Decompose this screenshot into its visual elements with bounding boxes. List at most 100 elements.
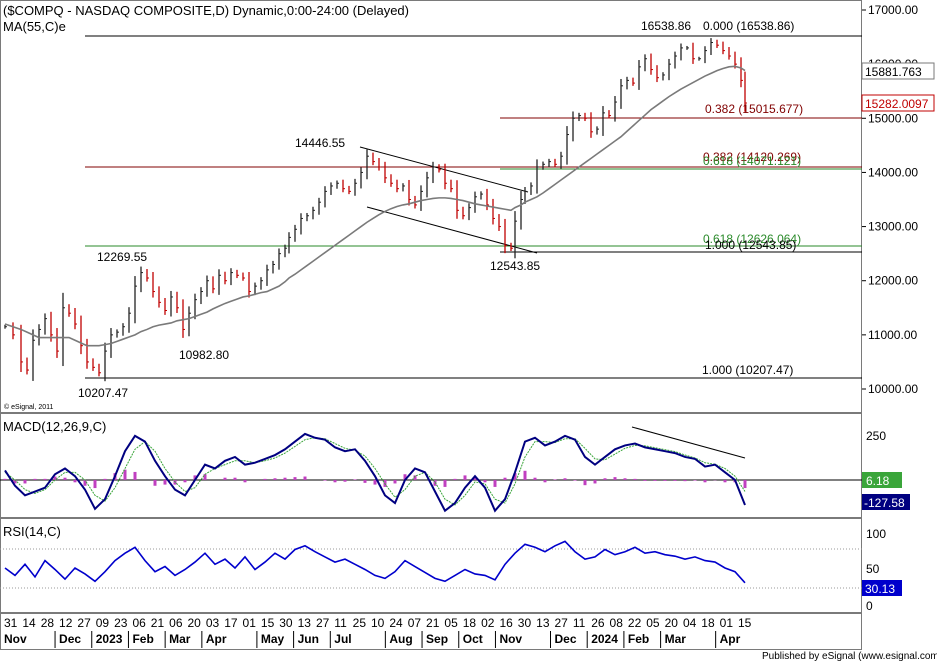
month-label: 2023 xyxy=(96,632,123,646)
date-tick-label: 07 xyxy=(408,616,422,630)
ma-value-box xyxy=(861,62,935,80)
last-price-box xyxy=(861,94,935,112)
date-tick-label: 24 xyxy=(389,616,403,630)
macd-histogram xyxy=(3,469,747,489)
macd-value-label: 6.18 xyxy=(866,474,890,488)
month-label: Mar xyxy=(169,632,191,646)
price-bars xyxy=(4,38,747,382)
date-axis-frame xyxy=(0,613,862,650)
date-tick-label: 21 xyxy=(426,616,440,630)
rsi-panel-frame xyxy=(0,518,862,613)
date-tick-label: 15 xyxy=(738,616,752,630)
ma55-line xyxy=(4,65,746,347)
rsi-title: RSI(14,C) xyxy=(3,524,61,539)
fib-top-label: 0.000 (16538.86) xyxy=(703,19,794,33)
price-tick-label: 13000.00 xyxy=(868,220,918,234)
date-tick-label: 12 xyxy=(59,616,73,630)
date-tick-label: 16 xyxy=(499,616,513,630)
month-label: Feb xyxy=(628,632,649,646)
date-tick-label: 13 xyxy=(536,616,550,630)
date-tick-label: 20 xyxy=(665,616,679,630)
low-12543-label: 12543.85 xyxy=(490,259,540,273)
price-tick-label: 12000.00 xyxy=(868,274,918,288)
channel-lower-line xyxy=(366,206,538,254)
month-label: Aug xyxy=(389,632,412,646)
month-label: Nov xyxy=(499,632,522,646)
date-tick-label: 17 xyxy=(224,616,238,630)
month-label: Jun xyxy=(298,632,319,646)
last-price-label: 15282.0097 xyxy=(865,97,929,111)
month-label: May xyxy=(261,632,285,646)
month-label: Dec xyxy=(555,632,577,646)
date-tick-label: 09 xyxy=(96,616,110,630)
footer-credit: Published by eSignal (www.esignal.com) xyxy=(762,651,937,662)
macd-signal-line xyxy=(4,437,746,506)
month-label: Sep xyxy=(426,632,448,646)
date-tick-label: 03 xyxy=(206,616,220,630)
rsi-tick-100: 100 xyxy=(866,527,886,541)
macd-title: MACD(12,26,9,C) xyxy=(3,419,106,434)
rsi-last-label: 30.13 xyxy=(865,582,895,596)
date-tick-label: 01 xyxy=(720,616,734,630)
date-tick-label: 02 xyxy=(481,616,495,630)
macd-tick-250: 250 xyxy=(866,429,886,443)
month-label: Apr xyxy=(720,632,741,646)
macd-panel-frame xyxy=(0,413,862,518)
low-10982-label: 10982.80 xyxy=(179,348,229,362)
macd-last-label: -127.58 xyxy=(864,496,905,510)
date-tick-label: 14 xyxy=(22,616,36,630)
date-tick-label: 30 xyxy=(518,616,532,630)
fib-382-mid-label: 0.382 (14120.269) xyxy=(703,150,801,164)
rsi-tick-0: 0 xyxy=(866,599,873,613)
price-tick-label: 14000.00 xyxy=(868,165,918,179)
month-label: Mar xyxy=(665,632,687,646)
month-label: Oct xyxy=(463,632,483,646)
date-tick-label: 27 xyxy=(316,616,330,630)
date-tick-label: 11 xyxy=(334,616,347,630)
date-tick-label: 04 xyxy=(683,616,697,630)
rsi-last-box xyxy=(862,580,902,596)
price-tick-label: 11000.00 xyxy=(868,328,917,342)
date-tick-label: 01 xyxy=(243,616,257,630)
month-label: Dec xyxy=(59,632,81,646)
macd-value-box xyxy=(862,472,902,488)
price-tick-label: 17000.00 xyxy=(868,3,918,17)
macd-line xyxy=(4,432,746,513)
chart-title: ($COMPQ - NASDAQ COMPOSITE,D) Dynamic,0:… xyxy=(3,3,409,18)
month-label: Feb xyxy=(132,632,153,646)
ma-label: MA(55,C)e xyxy=(3,19,66,34)
date-tick-label: 06 xyxy=(169,616,183,630)
date-tick-label: 20 xyxy=(188,616,202,630)
date-tick-label: 11 xyxy=(573,616,586,630)
fib-382-upper-label: 0.382 (15015.677) xyxy=(705,102,803,116)
date-tick-label: 30 xyxy=(279,616,293,630)
date-tick-label: 28 xyxy=(41,616,55,630)
left-high-label: 14446.55 xyxy=(295,136,345,150)
date-tick-label: 23 xyxy=(114,616,128,630)
date-tick-label: 05 xyxy=(444,616,458,630)
macd-last-box xyxy=(862,494,910,510)
date-tick-label: 18 xyxy=(701,616,715,630)
ma-value-label: 15881.763 xyxy=(865,65,922,79)
price-tick-label: 10000.00 xyxy=(868,382,918,396)
month-label: Jul xyxy=(334,632,351,646)
date-tick-label: 21 xyxy=(151,616,165,630)
fib-618-mid-label: 0.618 (14071.121) xyxy=(703,154,801,168)
price-tick-label: 15000.00 xyxy=(868,111,918,125)
date-tick-label: 05 xyxy=(646,616,660,630)
left-12269-label: 12269.55 xyxy=(97,250,147,264)
watermark: © eSignal, 2011 xyxy=(4,403,54,411)
date-tick-label: 27 xyxy=(555,616,569,630)
date-tick-label: 13 xyxy=(298,616,312,630)
channel-upper-line xyxy=(359,146,529,193)
date-tick-label: 08 xyxy=(610,616,624,630)
low-10207-label: 10207.47 xyxy=(78,386,128,400)
rsi-line xyxy=(4,540,746,584)
month-label: 2024 xyxy=(591,632,618,646)
date-tick-label: 06 xyxy=(132,616,146,630)
price-panel-frame xyxy=(0,0,862,413)
date-tick-label: 26 xyxy=(591,616,605,630)
date-tick-label: 15 xyxy=(261,616,275,630)
